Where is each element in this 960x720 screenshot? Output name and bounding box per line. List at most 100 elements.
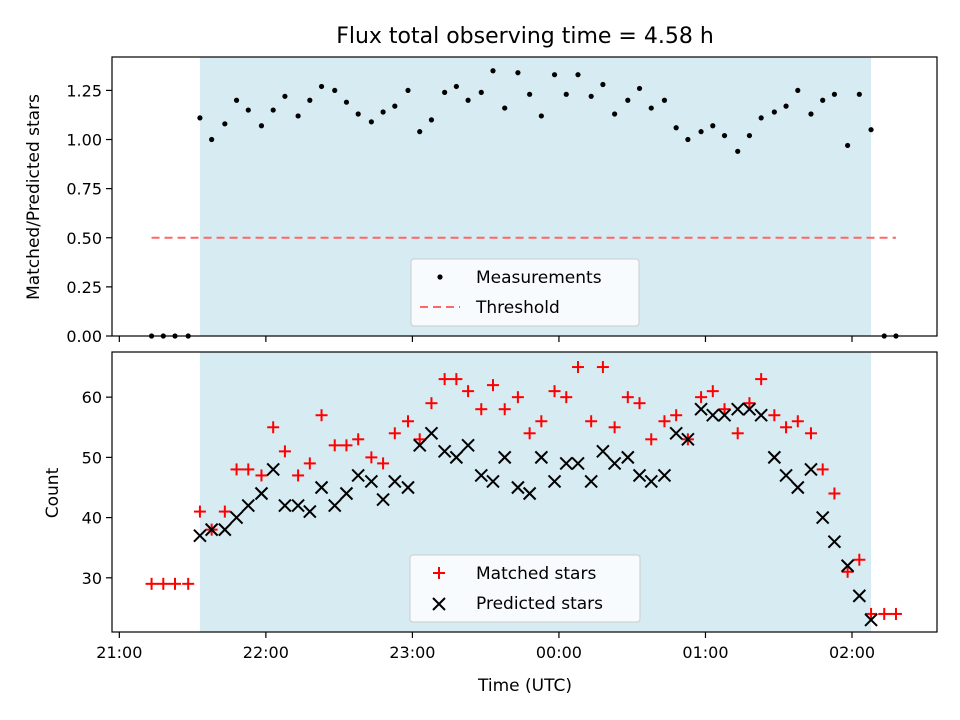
measurement-point <box>625 97 631 103</box>
matched-star-point <box>315 409 328 422</box>
measurement-point <box>368 119 374 125</box>
measurement-point <box>307 97 313 103</box>
matched-star-point <box>645 433 658 446</box>
matched-star-point <box>255 469 268 482</box>
top-y-axis-label: Matched/Predicted stars <box>24 94 44 300</box>
matched-star-point <box>486 379 499 392</box>
matched-star-point <box>242 463 255 476</box>
predicted-star-point <box>278 498 292 513</box>
predicted-star-point <box>437 444 452 459</box>
matched-star-point <box>596 361 609 374</box>
matched-star-point <box>706 385 719 398</box>
matched-star-point <box>718 403 731 416</box>
predicted-star-point <box>864 613 878 627</box>
matched-star-point <box>841 565 854 578</box>
measurement-point <box>428 117 435 123</box>
measurement-point <box>233 97 240 103</box>
bottom-legend-box <box>409 554 641 623</box>
predicted-star-point <box>328 498 342 513</box>
measurement-point <box>758 115 764 121</box>
matched-star-point <box>571 361 584 374</box>
measurement-point <box>685 136 691 143</box>
measurement-point <box>318 83 325 90</box>
predicted-star-point <box>266 462 280 477</box>
measurement-point <box>661 97 668 103</box>
measurement-point <box>343 99 350 105</box>
measurement-point <box>563 91 569 97</box>
measurement-point <box>222 121 228 127</box>
matched-star-point <box>695 391 708 404</box>
measurement-point <box>442 89 448 95</box>
predicted-star-point <box>815 510 830 525</box>
matched-star-point <box>157 577 170 590</box>
predicted-star-point <box>852 589 867 603</box>
predicted-star-point <box>376 492 390 507</box>
matched-star-point <box>670 409 683 422</box>
predicted-star-point <box>413 438 427 453</box>
matched-star-point <box>292 469 305 482</box>
matched-star-point <box>853 553 866 566</box>
matched-star-point <box>658 415 671 428</box>
matched-star-point <box>621 391 634 404</box>
measurement-point <box>771 109 777 115</box>
predicted-star-point <box>596 444 610 459</box>
predicted-star-point <box>754 408 768 422</box>
bottom-x-axis-label: Time (UTC) <box>477 676 572 696</box>
predicted-star-point <box>779 468 793 483</box>
matched-star-point <box>328 439 341 452</box>
matched-star-point <box>145 577 158 590</box>
bottom-x-ticks: 21:00 22:00 23:00 00:00 01:00 02:00 <box>96 632 875 662</box>
measurement-point <box>295 113 301 119</box>
measurement-point <box>588 93 594 99</box>
predicted-star-point <box>424 426 439 440</box>
predicted-star-point <box>364 474 379 489</box>
measurement-point <box>612 111 618 117</box>
predicted-star-point <box>461 438 475 453</box>
predicted-star-point <box>584 474 598 489</box>
y-tick-label: 0.25 <box>66 278 102 297</box>
predicted-star-point <box>241 498 255 513</box>
matched-star-point <box>498 403 511 416</box>
matched-star-point <box>780 421 793 434</box>
y-tick-label: 1.00 <box>66 131 102 150</box>
matched-star-point <box>731 427 744 440</box>
matched-star-point <box>889 607 902 620</box>
measurement-point <box>551 72 558 78</box>
predicted-star-point <box>804 462 818 477</box>
x-tick-label: 23:00 <box>389 643 435 662</box>
matched-star-point <box>633 397 646 410</box>
predicted-star-point <box>254 486 269 501</box>
measurement-point <box>515 70 521 76</box>
y-tick-label: 50 <box>82 448 102 467</box>
matched-star-point <box>218 505 231 518</box>
y-tick-label: 0.00 <box>66 327 102 346</box>
predicted-star-point <box>486 474 500 489</box>
measurement-point <box>575 72 581 78</box>
predicted-star-point <box>388 474 402 489</box>
matched-star-point <box>560 391 573 404</box>
matched-star-point <box>816 463 829 476</box>
matched-star-point <box>585 415 598 428</box>
measurement-point <box>380 109 386 115</box>
measurement-point <box>648 105 654 111</box>
predicted-star-point <box>706 408 720 422</box>
top-y-ticks: 0.00 0.25 0.50 0.75 1.00 1.25 <box>66 81 112 346</box>
predicted-star-point <box>694 402 708 416</box>
measurement-point <box>636 85 643 92</box>
matched-star-point <box>548 385 561 398</box>
measurement-point <box>808 111 814 117</box>
measurement-point <box>831 91 838 97</box>
top-x-ticks <box>118 336 853 342</box>
top-legend-box <box>410 258 640 327</box>
predicted-star-point <box>681 432 695 447</box>
measurement-point <box>478 89 484 95</box>
matched-star-point <box>865 607 878 620</box>
bottom-y-axis-label: Count <box>43 467 63 518</box>
matched-star-point <box>755 373 768 386</box>
x-tick-label: 01:00 <box>682 643 728 662</box>
measurement-point <box>600 81 606 88</box>
predicted-star-point <box>632 468 647 483</box>
legend-marker-predicted-stars <box>432 597 446 611</box>
predicted-star-point <box>534 450 549 465</box>
